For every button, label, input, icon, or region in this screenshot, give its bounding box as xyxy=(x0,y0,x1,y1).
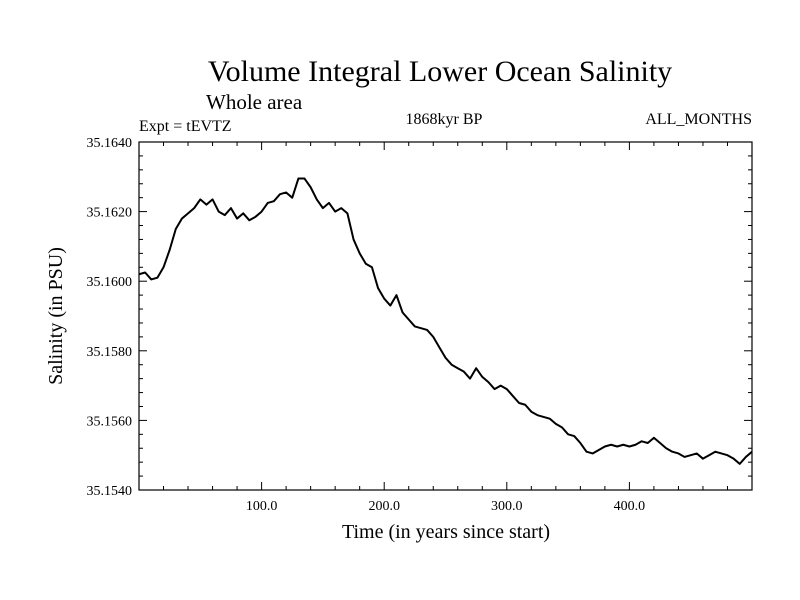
y-axis-label: Salinity (in PSU) xyxy=(45,247,67,385)
x-tick-label: 200.0 xyxy=(368,499,400,514)
chart-title: Volume Integral Lower Ocean Salinity xyxy=(208,55,672,88)
x-tick-label: 100.0 xyxy=(246,499,278,514)
y-tick-label: 35.1540 xyxy=(87,484,133,499)
chart-subtitle: Whole area xyxy=(206,90,303,114)
y-tick-label: 35.1560 xyxy=(87,414,133,429)
tick-labels: 100.0 200.0 300.0 400.0 35.1540 35.1560 35.158… xyxy=(87,136,646,514)
age-label: 1868kyr BP xyxy=(406,111,483,128)
y-tick-label: 35.1580 xyxy=(87,345,133,360)
plot-frame xyxy=(138,141,753,491)
axis-ticks xyxy=(139,141,752,491)
y-tick-label: 35.1600 xyxy=(87,275,133,290)
x-tick-label: 300.0 xyxy=(491,499,523,514)
months-label: ALL_MONTHS xyxy=(645,111,752,128)
salinity-series-line xyxy=(138,177,753,465)
y-tick-label: 35.1640 xyxy=(87,136,133,151)
experiment-label: Expt = tEVTZ xyxy=(139,118,232,135)
x-axis-label: Time (in years since start) xyxy=(342,521,550,543)
x-tick-label: 400.0 xyxy=(614,499,646,514)
y-tick-label: 35.1620 xyxy=(87,206,133,221)
